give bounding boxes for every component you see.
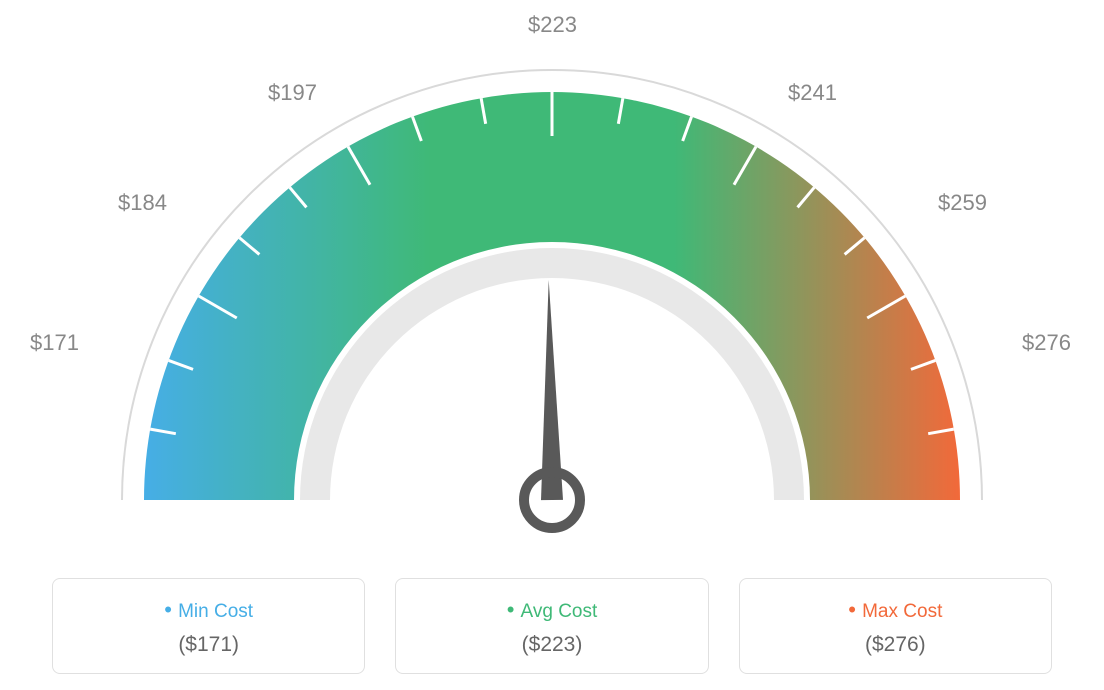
gauge-tick-label: $197	[268, 80, 317, 106]
min-cost-value: ($171)	[53, 633, 364, 657]
gauge-tick-label: $171	[30, 330, 79, 356]
max-cost-value: ($276)	[740, 633, 1051, 657]
gauge-tick-label: $276	[1022, 330, 1071, 356]
gauge-tick-label: $223	[528, 12, 577, 38]
max-cost-label: Max Cost	[740, 597, 1051, 623]
cost-gauge: $171 $184 $197 $223 $241 $259 $276	[0, 0, 1104, 560]
avg-cost-card: Avg Cost ($223)	[395, 578, 708, 674]
gauge-svg	[52, 20, 1052, 560]
max-cost-card: Max Cost ($276)	[739, 578, 1052, 674]
gauge-tick-label: $184	[118, 190, 167, 216]
min-cost-card: Min Cost ($171)	[52, 578, 365, 674]
min-cost-label: Min Cost	[53, 597, 364, 623]
avg-cost-value: ($223)	[396, 633, 707, 657]
gauge-tick-label: $241	[788, 80, 837, 106]
gauge-tick-label: $259	[938, 190, 987, 216]
cost-summary-cards: Min Cost ($171) Avg Cost ($223) Max Cost…	[52, 578, 1052, 674]
avg-cost-label: Avg Cost	[396, 597, 707, 623]
